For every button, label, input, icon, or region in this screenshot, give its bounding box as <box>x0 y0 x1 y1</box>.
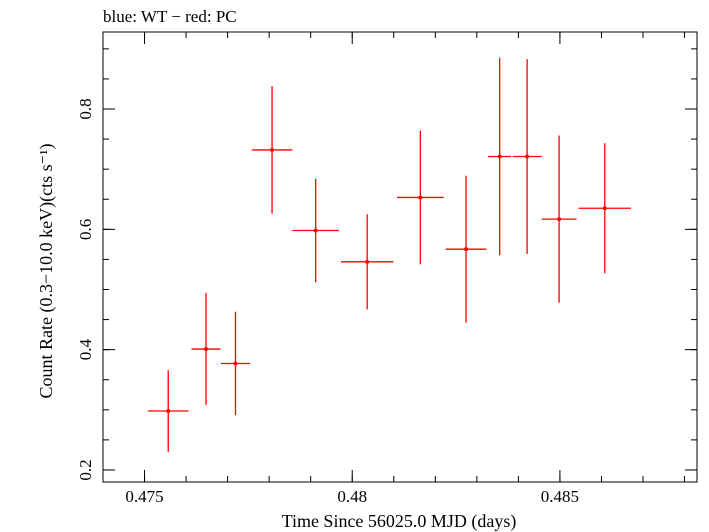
data-point <box>464 247 469 252</box>
y-tick-label: 0.8 <box>76 98 95 119</box>
data-point <box>365 259 370 264</box>
data-point <box>204 347 209 352</box>
data-point <box>270 147 275 152</box>
x-tick-label: 0.485 <box>541 487 579 506</box>
data-point <box>557 217 562 222</box>
y-tick-label: 0.4 <box>76 339 95 361</box>
x-tick-label: 0.475 <box>125 487 163 506</box>
data-point <box>525 154 530 159</box>
x-tick-label: 0.48 <box>337 487 367 506</box>
plot-title: blue: WT − red: PC <box>103 7 237 26</box>
data-point <box>497 154 502 159</box>
x-axis-label: Time Since 56025.0 MJD (days) <box>282 511 517 532</box>
plot-frame <box>102 31 698 483</box>
y-tick-label: 0.2 <box>76 459 95 480</box>
axis-ticks-group <box>102 32 697 482</box>
data-point <box>313 228 318 233</box>
plot-frame-group <box>102 31 698 483</box>
data-point <box>418 195 423 200</box>
tick-labels-group: 0.475 0.48 0.485 0.2 0.4 0.6 0.8 <box>76 98 579 506</box>
y-axis-label: Count Rate (0.3−10.0 keV)(cts s⁻¹) <box>36 143 57 398</box>
data-point <box>166 409 171 414</box>
y-tick-label: 0.6 <box>76 219 95 240</box>
data-points-group <box>147 57 631 452</box>
data-point <box>233 361 238 366</box>
data-point <box>602 206 607 211</box>
